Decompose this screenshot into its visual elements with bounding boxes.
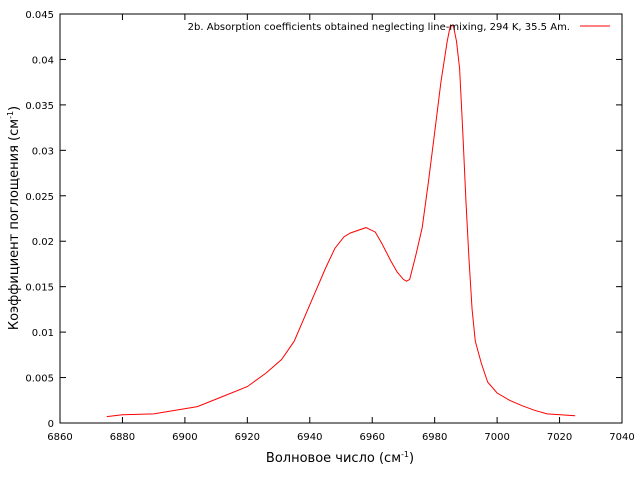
x-tick-label: 6860 — [47, 432, 72, 443]
plot-frame — [59, 13, 623, 424]
x-axis-ticks: 6860 6880 6900 6920 6940 6960 6980 7000 7020 7040 — [47, 14, 635, 443]
y-axis-title: Коэффициент поглощения (см-1) — [6, 106, 22, 330]
y-tick-label: 0.04 — [32, 55, 54, 66]
y-tick-label: 0 — [48, 419, 54, 430]
x-tick-label: 7000 — [484, 432, 509, 443]
x-tick-label: 6960 — [359, 432, 384, 443]
legend: 2b. Absorption coefficients obtained neg… — [188, 22, 610, 33]
y-tick-label: 0.015 — [25, 283, 54, 294]
y-tick-label: 0.005 — [25, 374, 54, 385]
y-tick-label: 0.03 — [32, 146, 54, 157]
x-tick-label: 6980 — [422, 432, 447, 443]
y-tick-label: 0.025 — [25, 192, 54, 203]
series-layer — [106, 25, 576, 418]
x-tick-label: 6920 — [235, 432, 260, 443]
x-tick-label: 6880 — [110, 432, 135, 443]
y-axis-ticks: 0 0.005 0.01 0.015 0.02 0.025 0.03 0.035 0.04 0.0… — [25, 10, 622, 430]
x-tick-label: 7020 — [547, 432, 572, 443]
x-tick-label: 7040 — [609, 432, 634, 443]
y-tick-label: 0.02 — [32, 237, 54, 248]
y-tick-label: 0.01 — [32, 328, 54, 339]
x-tick-label: 6940 — [297, 432, 322, 443]
y-tick-label: 0.035 — [25, 101, 54, 112]
series-line-0 — [106, 25, 576, 418]
x-tick-label: 6900 — [172, 432, 197, 443]
x-axis-title: Волновое число (см-1) — [266, 450, 414, 466]
legend-label: 2b. Absorption coefficients obtained neg… — [188, 22, 570, 33]
y-tick-label: 0.045 — [25, 10, 54, 21]
